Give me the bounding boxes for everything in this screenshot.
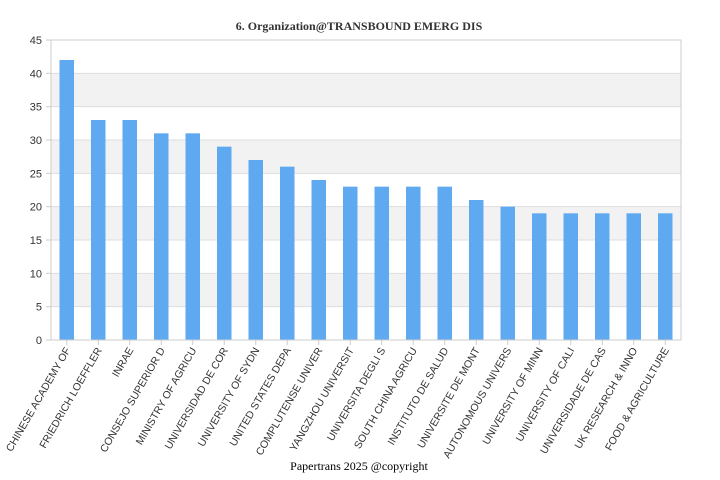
bar [500,206,515,340]
y-tick-label: 30 [30,135,42,147]
bar [280,166,295,340]
bar [658,213,673,340]
y-tick-label: 45 [30,35,42,47]
x-tick-label: INSTITUTO DE SALUD [386,345,452,447]
y-tick-label: 20 [30,202,42,214]
grid-band [51,73,681,107]
y-tick-label: 35 [30,102,42,114]
bar [595,213,610,340]
bar [406,186,421,340]
chart-title: 6. Organization@TRANSBOUND EMERG DIS [236,19,483,33]
background-bands [51,73,681,307]
bar [154,133,169,340]
bar [469,200,484,340]
y-tick-label: 25 [30,168,42,180]
bar [374,186,389,340]
bar [217,146,232,340]
x-tick-label: UNIVERSITY OF SYDN [196,346,263,449]
bar [59,60,74,340]
y-tick-label: 40 [30,68,42,80]
plot-frame [50,39,682,341]
plot-border [50,39,682,341]
bar [248,160,263,340]
bars [59,60,673,340]
bar [626,213,641,340]
x-tick-label: MINISTRY OF AGRICU [134,346,200,448]
y-tick-label: 15 [30,235,42,247]
x-tick-label: FOOD & AGRICULTURE [603,346,672,453]
bar [122,120,137,340]
bar [91,120,106,340]
x-tick-label: UNIVERSITY OF CALI [514,346,578,444]
grid-band [51,273,681,307]
y-tick-label: 10 [30,268,42,280]
grid-band [51,140,681,174]
footer-copyright: Papertrans 2025 @copyright [290,459,428,473]
x-tick-label: INRAE [110,346,136,380]
grid-band [51,206,681,240]
y-tick-label: 5 [36,302,42,314]
x-tick-label: FRIEDRICH LOEFFLER [37,345,105,450]
bar [311,180,326,340]
bar [532,213,547,340]
y-axis-ticks: 0 5 10 15 20 25 30 35 40 45 [30,35,51,347]
x-tick-label: UNIVERSITA DEGLI S [325,346,388,444]
bar [563,213,578,340]
y-tick-label: 0 [36,335,42,347]
x-tick-label: UNITED STATES DEPA [227,346,293,449]
bar [185,133,200,340]
bar [437,186,452,340]
bar [343,186,358,340]
x-tick-label: UNIVERSITY OF MINN [480,346,545,447]
